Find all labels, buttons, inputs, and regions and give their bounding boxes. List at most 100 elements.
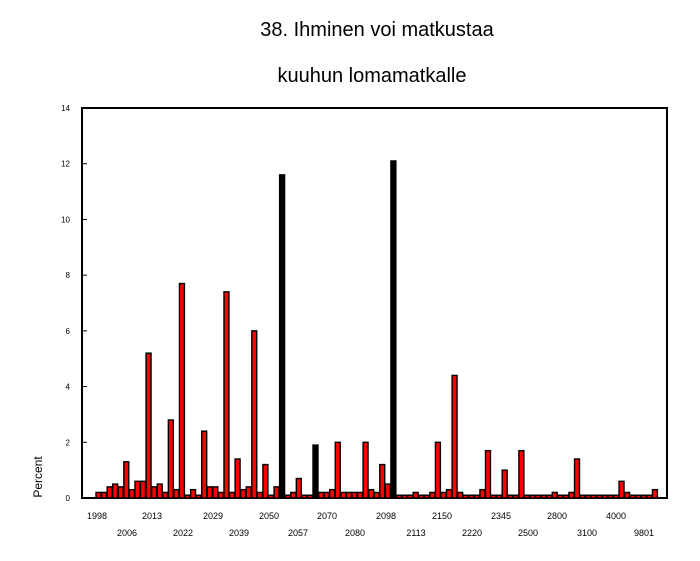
bar (167, 419, 174, 499)
bar (501, 469, 508, 499)
bar (618, 480, 625, 499)
bar (429, 491, 436, 499)
bar (518, 449, 525, 499)
bar (540, 494, 547, 499)
bar (479, 488, 486, 499)
x-category-label: 2500 (518, 528, 538, 538)
bar (351, 491, 358, 499)
bar (629, 494, 636, 499)
bar (212, 486, 219, 499)
bar (323, 491, 330, 499)
bar (362, 441, 369, 499)
bar (440, 491, 447, 499)
bar (596, 494, 603, 499)
bar (262, 463, 269, 499)
bar (223, 291, 230, 499)
y-tick-label: 2 (66, 438, 71, 447)
bar (117, 486, 124, 499)
x-category-label: 4000 (606, 511, 626, 521)
bar (495, 494, 503, 499)
bar (484, 449, 492, 499)
bar (412, 491, 419, 499)
bar (546, 494, 553, 499)
bar (150, 486, 158, 499)
bar (551, 491, 558, 499)
bar (312, 444, 319, 499)
bar (579, 494, 586, 499)
bar (95, 491, 102, 499)
bar (523, 494, 531, 499)
bar (273, 486, 280, 499)
bar (562, 494, 570, 499)
bar (334, 441, 341, 499)
bar (373, 491, 380, 499)
bar (601, 494, 609, 499)
bar (468, 494, 475, 499)
bar (456, 491, 464, 499)
bar (145, 352, 152, 499)
x-category-label: 2006 (117, 528, 137, 538)
bar (189, 488, 197, 499)
x-category-label: 2080 (345, 528, 365, 538)
x-category-label: 2220 (462, 528, 482, 538)
bar (123, 461, 130, 499)
chart-title-line-2: kuuhun lomamatkalle (278, 65, 467, 87)
bar (568, 491, 575, 499)
bar (278, 174, 286, 499)
bar (490, 494, 497, 499)
y-tick-label: 8 (66, 271, 71, 280)
y-tick-label: 12 (61, 160, 70, 169)
bar (234, 458, 241, 499)
bar (245, 486, 252, 499)
bar (301, 494, 308, 499)
bar (340, 491, 347, 499)
x-category-label: 2022 (173, 528, 193, 538)
x-category-label: 2039 (229, 528, 249, 538)
bar (395, 494, 403, 499)
bar (434, 441, 442, 499)
x-category-label: 2345 (491, 511, 511, 521)
x-category-label: 2113 (406, 528, 425, 538)
bar (640, 494, 647, 499)
bar (612, 494, 620, 499)
chart-title-line-1: 38. Ihminen voi matkustaa (260, 19, 494, 41)
bar (367, 488, 375, 499)
bar (329, 488, 336, 499)
x-category-label: 1998 (87, 511, 107, 521)
bar (184, 494, 191, 499)
bar (217, 491, 225, 499)
x-category-label: 2098 (376, 511, 396, 521)
bar (317, 491, 325, 499)
x-category-label: 2070 (317, 511, 337, 521)
bar (267, 494, 275, 499)
bar (100, 491, 108, 499)
bar (390, 160, 397, 499)
y-tick-label: 0 (66, 494, 71, 503)
bar (111, 483, 119, 499)
bar (384, 483, 392, 499)
bar (607, 494, 614, 499)
bar (406, 494, 414, 499)
bar (256, 491, 264, 499)
bar (206, 486, 213, 499)
x-category-label: 3100 (577, 528, 597, 538)
bar (128, 488, 136, 499)
bar-series (95, 160, 659, 499)
bar (290, 491, 297, 499)
bar (251, 330, 258, 499)
bar (201, 430, 208, 499)
x-category-label: 2150 (432, 511, 452, 521)
bar (356, 491, 364, 499)
bar (139, 480, 147, 499)
x-axis-labels: 1998 2013 2029 2050 2070 2098 2150 2345 2800 4000… (87, 511, 654, 538)
y-tick-label: 10 (61, 215, 70, 224)
bar (306, 494, 314, 499)
x-category-label: 2800 (547, 511, 567, 521)
bar (445, 488, 453, 499)
bar (162, 491, 169, 499)
bar (173, 488, 180, 499)
bar (156, 483, 163, 499)
bar (106, 486, 113, 499)
x-category-label: 2013 (142, 511, 162, 521)
